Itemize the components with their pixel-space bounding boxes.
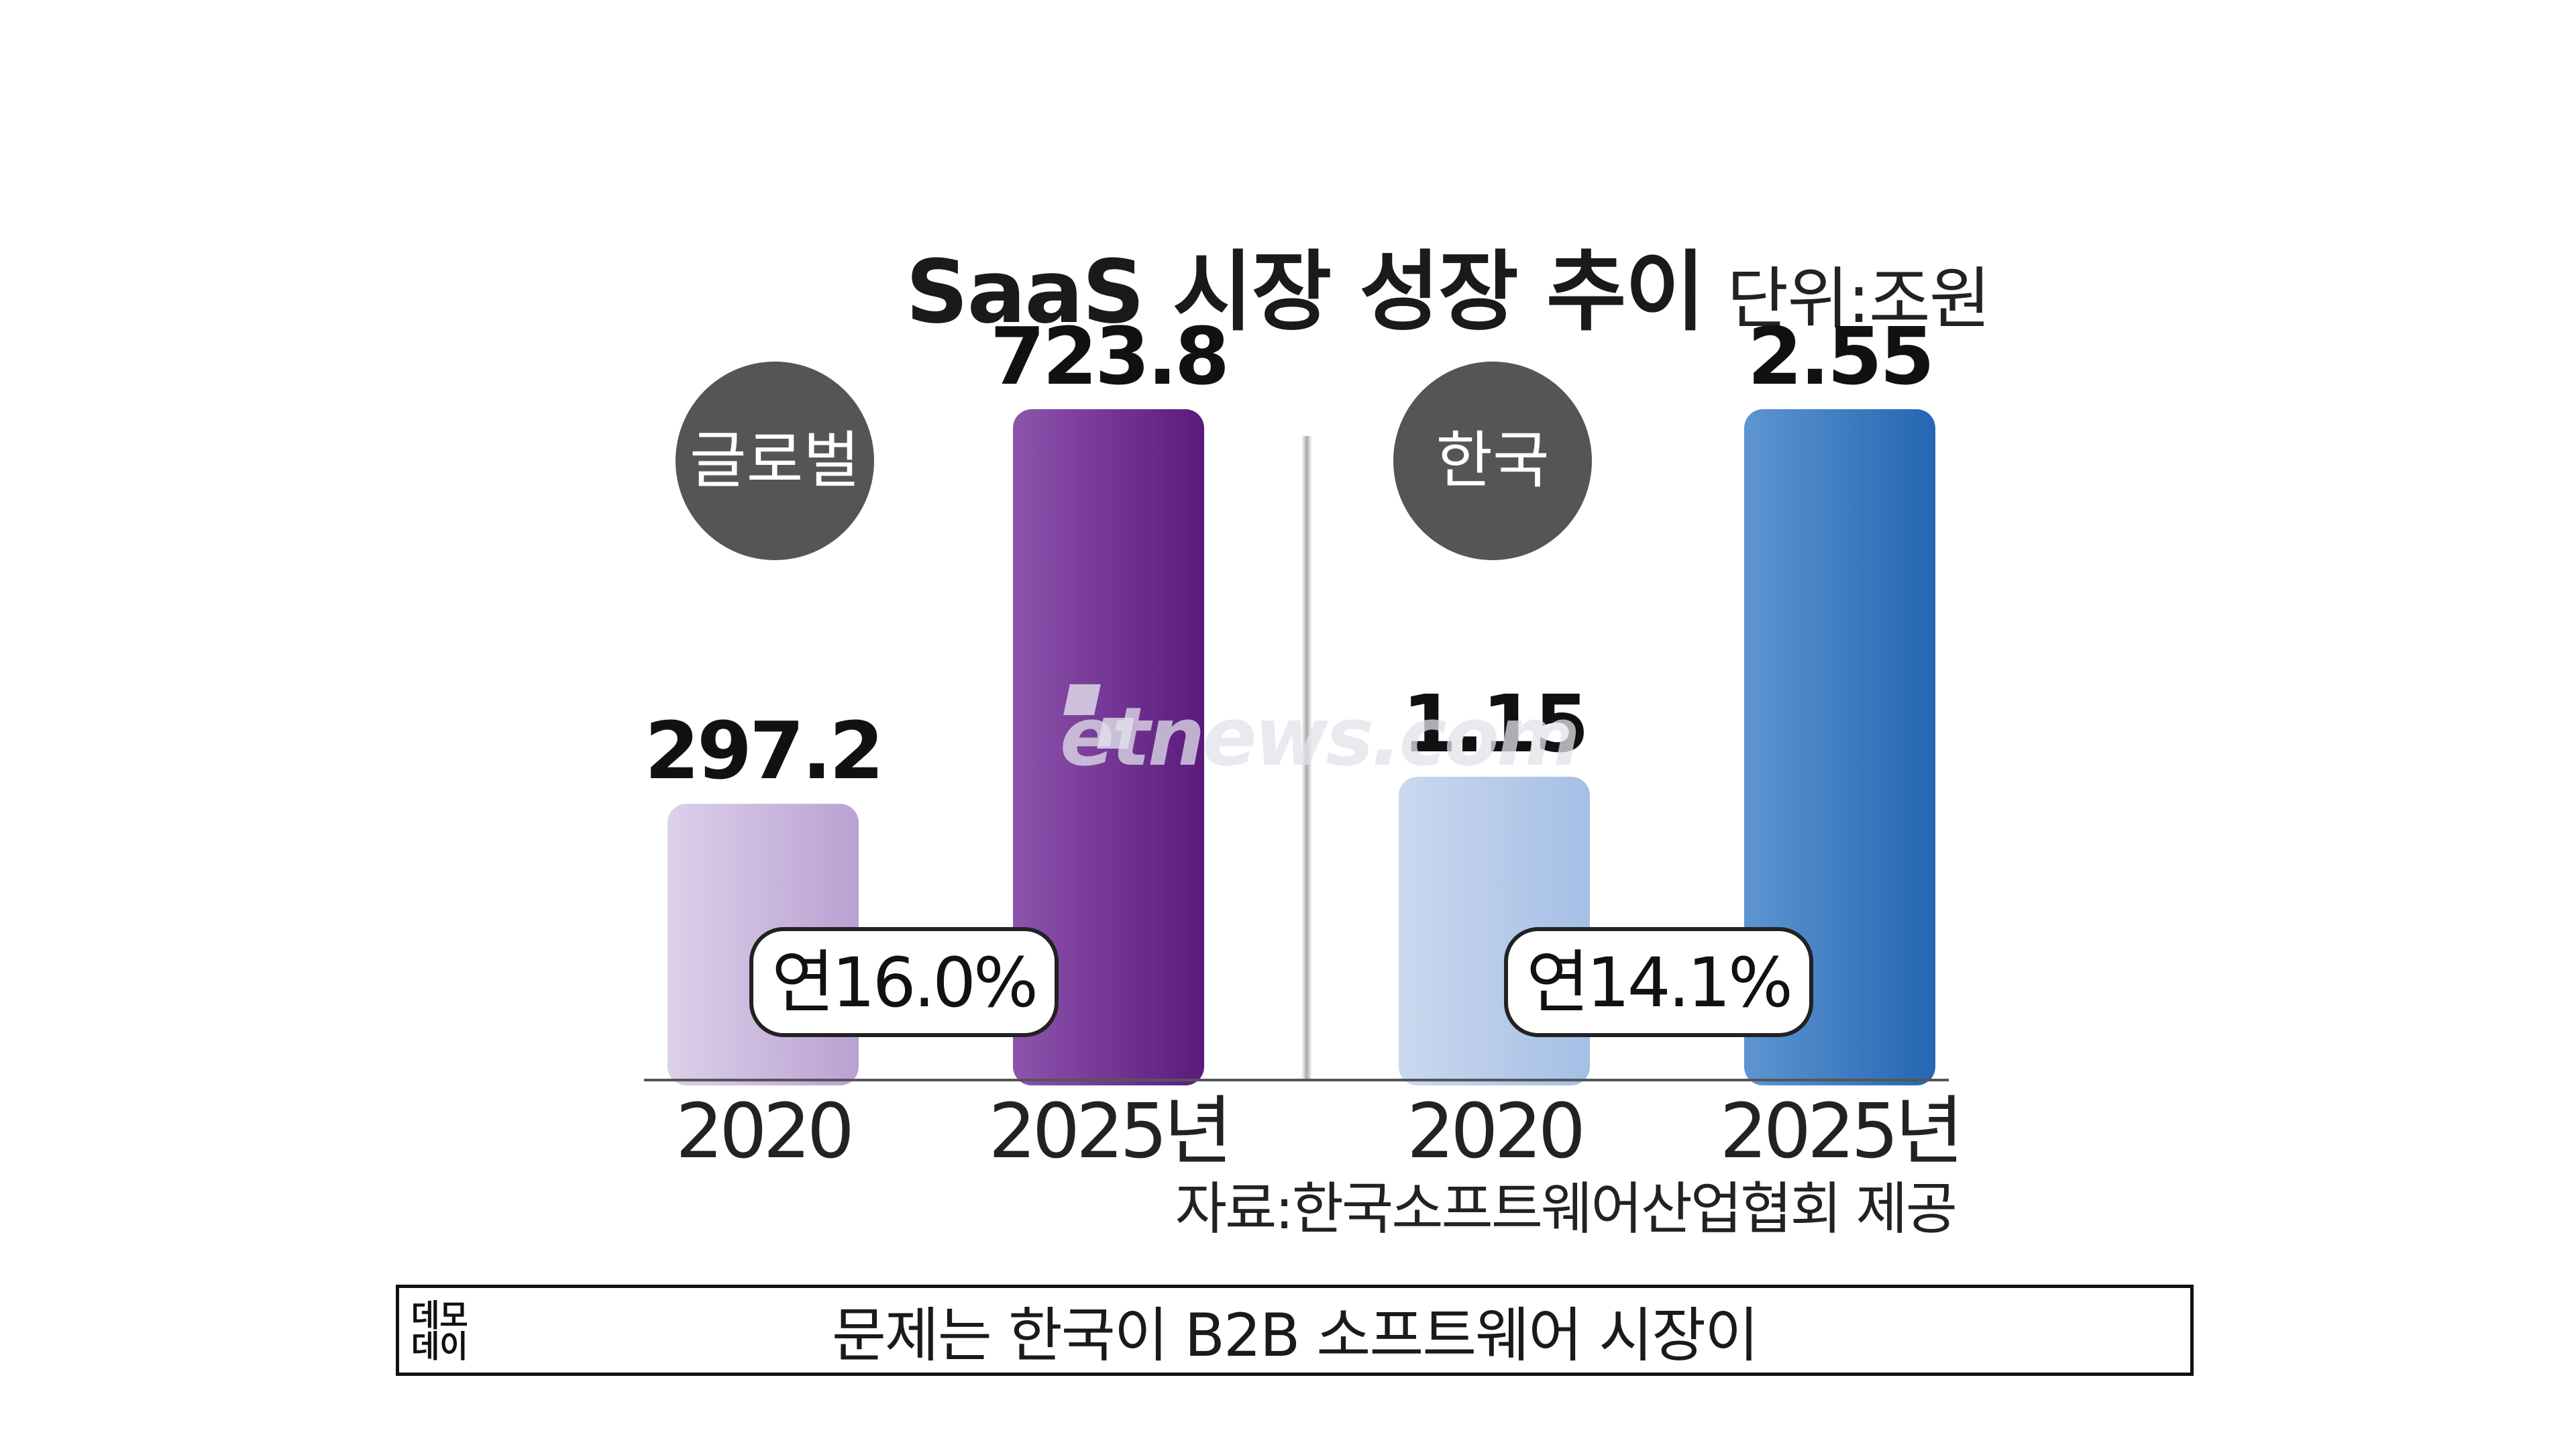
korea-tick-label-1: 2025년	[1719, 1088, 1960, 1175]
chart-unit: 단위:조원	[1727, 260, 1991, 338]
channel-logo: 데모 데이	[411, 1297, 468, 1364]
korea-growth-label: 연14.1%	[1526, 943, 1790, 1023]
global-badge	[676, 362, 874, 560]
chart-title: SaaS 시장 성장 추이	[906, 241, 1705, 343]
video-subtitle-box: 데모 데이 문제는 한국이 B2B 소프트웨어 시장이	[396, 1285, 2194, 1376]
global-tick-label-1: 2025년	[988, 1088, 1228, 1175]
korea-badge-label: 한국	[1436, 425, 1549, 496]
korea-bar-1	[1744, 409, 1935, 1085]
global-tick-label-0: 2020	[676, 1088, 851, 1175]
panel-divider	[1301, 436, 1312, 1080]
korea-tick-label-0: 2020	[1407, 1088, 1582, 1175]
video-subtitle-text: 문제는 한국이 B2B 소프트웨어 시장이	[831, 1300, 1759, 1370]
korea-value-label-0: 1.15	[1402, 678, 1587, 770]
global-growth-pill	[749, 927, 1059, 1037]
korea-value-label-1: 2.55	[1748, 310, 1932, 402]
panel-global: 글로벌 297.2 2020 723.8 2025년 연16.0%	[645, 310, 1233, 1175]
global-badge-label: 글로벌	[690, 425, 860, 496]
chart-title-group: SaaS 시장 성장 추이 단위:조원	[906, 221, 1991, 347]
panel-korea: 한국 1.15 2020 2.55 2025년 연14.1%	[1393, 310, 1964, 1175]
global-growth-label: 연16.0%	[771, 943, 1036, 1023]
korea-badge	[1393, 362, 1592, 560]
global-value-label-0: 297.2	[645, 704, 881, 797]
watermark-text: etnews.com	[1060, 691, 1580, 784]
korea-growth-pill	[1504, 927, 1813, 1037]
source-note: 자료:한국소프트웨어산업협회 제공	[1175, 1176, 1957, 1242]
global-value-label-1: 723.8	[990, 310, 1227, 402]
